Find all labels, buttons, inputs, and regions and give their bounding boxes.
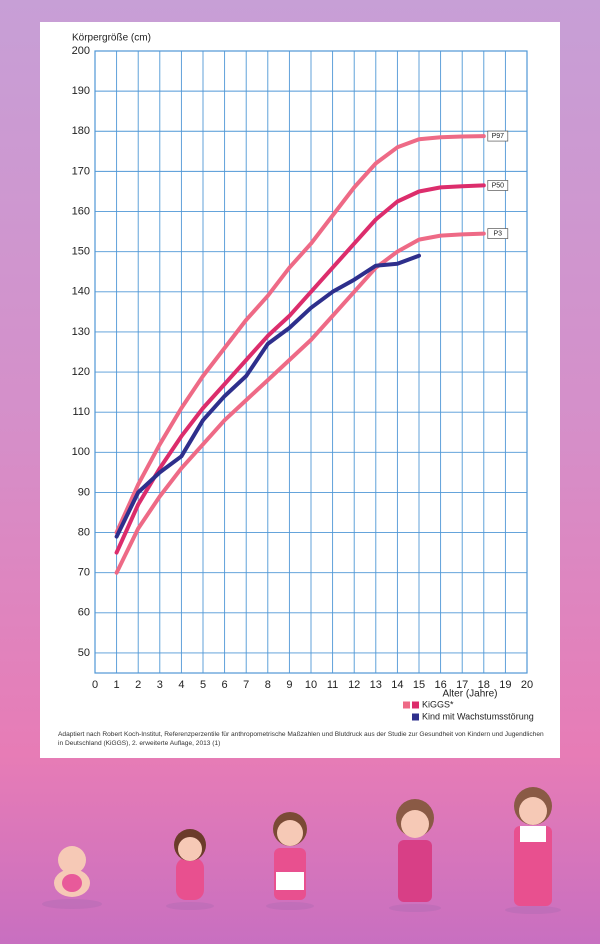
y-tick-label: 160: [72, 205, 90, 217]
x-tick-label: 12: [348, 679, 360, 691]
girl-shorts: [276, 872, 304, 890]
y-tick-label: 90: [78, 486, 90, 498]
y-tick-label: 60: [78, 607, 90, 619]
y-tick-label: 130: [72, 326, 90, 338]
y-tick-label: 170: [72, 165, 90, 177]
line-series: [114, 253, 421, 539]
line-series: [114, 134, 486, 535]
x-tick-label: 18: [478, 679, 490, 691]
y-tick-label: 110: [72, 406, 90, 418]
shadow: [266, 902, 314, 910]
y-tick-label: 80: [78, 526, 90, 538]
x-tick-label: 7: [243, 679, 249, 691]
x-tick-label: 2: [135, 679, 141, 691]
card: [40, 22, 560, 758]
girl-dress: [398, 840, 432, 902]
shadow: [42, 899, 102, 909]
y-tick-label: 70: [78, 567, 90, 579]
end-label: P3: [494, 230, 503, 237]
legend-label: Kind mit Wachstumsstörung: [422, 711, 534, 721]
x-tick-label: 16: [434, 679, 446, 691]
y-tick-label: 180: [72, 125, 90, 137]
x-tick-label: 13: [370, 679, 382, 691]
end-label-box: [487, 228, 509, 239]
y-tick-label: 50: [78, 647, 90, 659]
x-tick-label: 5: [200, 679, 206, 691]
end-label: P50: [492, 182, 505, 189]
girl-face: [277, 820, 303, 846]
teen-overall: [514, 826, 552, 906]
legend-swatch: [403, 701, 410, 709]
x-tick-label: 11: [327, 679, 338, 691]
x-tick-label: 6: [222, 679, 228, 691]
y-tick-label: 100: [72, 446, 90, 458]
y-tick-label: 120: [72, 366, 90, 378]
line-series: [114, 231, 486, 575]
line-series: [114, 183, 486, 555]
x-tick-label: 0: [92, 679, 98, 691]
legend-label: KiGGS*: [422, 699, 454, 709]
y-tick-label: 190: [72, 85, 90, 97]
x-tick-label: 1: [114, 679, 120, 691]
shadow: [166, 902, 214, 910]
end-label-box: [487, 130, 509, 142]
shadow: [505, 906, 561, 914]
teen-face: [519, 797, 547, 825]
plot: 5060708090100110120130140150160170180190…: [72, 45, 534, 721]
end-label: P97: [492, 133, 505, 140]
y-tick-label: 200: [72, 45, 90, 57]
x-tick-label: 3: [157, 679, 163, 691]
illustrations: [42, 787, 561, 914]
x-tick-label: 20: [521, 679, 533, 691]
girl-face: [401, 810, 429, 838]
source-box: Adaptiert nach Robert Koch-Institut, Ref…: [58, 731, 544, 747]
baby-head: [58, 846, 86, 874]
toddler-body: [176, 858, 204, 900]
toddler-face: [178, 837, 202, 861]
y-tick-label: 140: [72, 286, 90, 298]
x-tick-label: 15: [413, 679, 425, 691]
y-tick-label: 150: [72, 246, 90, 258]
source-note: Adaptiert nach Robert Koch-Institut, Ref…: [58, 731, 544, 747]
legend-swatch: [412, 701, 419, 709]
teen-shirt: [520, 826, 546, 842]
x-tick-label: 9: [286, 679, 292, 691]
x-tick-label: 14: [391, 679, 403, 691]
legend-swatch: [412, 713, 419, 721]
x-tick-label: 10: [305, 679, 317, 691]
x-tick-label: 19: [499, 679, 511, 691]
end-label-box: [487, 180, 509, 191]
x-axis-label: Alter (Jahre): [442, 689, 497, 700]
shadow: [389, 904, 441, 912]
x-tick-label: 8: [265, 679, 271, 691]
x-tick-label: 17: [456, 679, 468, 691]
baby-bib: [62, 874, 82, 892]
y-axis-label: Körpergröße (cm): [72, 33, 151, 44]
x-tick-label: 4: [178, 679, 184, 691]
